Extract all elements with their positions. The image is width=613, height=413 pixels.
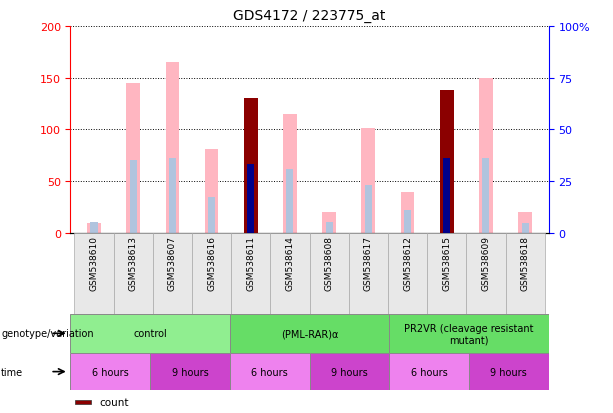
Text: GSM538614: GSM538614 <box>286 236 294 290</box>
Bar <box>479 78 493 233</box>
Bar <box>270 233 310 314</box>
Bar <box>283 114 297 233</box>
Bar <box>443 159 451 233</box>
Text: time: time <box>1 367 23 377</box>
Bar <box>389 353 469 390</box>
Bar <box>192 233 231 314</box>
Bar <box>244 99 257 233</box>
Bar <box>522 223 528 233</box>
Bar <box>365 186 372 233</box>
Bar <box>70 353 150 390</box>
Bar <box>169 159 176 233</box>
Bar <box>518 213 532 233</box>
Text: GSM538616: GSM538616 <box>207 236 216 291</box>
Bar <box>427 233 466 314</box>
Text: GSM538610: GSM538610 <box>89 236 99 291</box>
Bar <box>349 233 388 314</box>
Bar <box>150 353 230 390</box>
Text: GSM538607: GSM538607 <box>168 236 177 291</box>
Bar <box>230 353 310 390</box>
Bar <box>443 159 451 233</box>
Bar <box>75 401 91 404</box>
Bar <box>322 213 336 233</box>
Text: GSM538608: GSM538608 <box>325 236 333 291</box>
Bar <box>440 91 454 233</box>
Text: GSM538617: GSM538617 <box>364 236 373 291</box>
Text: GSM538612: GSM538612 <box>403 236 412 290</box>
Text: count: count <box>99 397 129 407</box>
Bar <box>404 211 411 233</box>
Text: PR2VR (cleavage resistant
mutant): PR2VR (cleavage resistant mutant) <box>404 323 534 344</box>
Bar <box>286 169 294 233</box>
Bar <box>482 159 489 233</box>
Bar <box>326 222 333 233</box>
Bar <box>231 233 270 314</box>
Bar <box>230 314 389 353</box>
Bar <box>153 233 192 314</box>
Bar <box>389 314 549 353</box>
Bar <box>166 63 179 233</box>
Text: 9 hours: 9 hours <box>490 367 527 377</box>
Bar <box>401 192 414 233</box>
Bar <box>126 83 140 233</box>
Text: GSM538615: GSM538615 <box>442 236 451 291</box>
Text: 6 hours: 6 hours <box>92 367 129 377</box>
Bar <box>469 353 549 390</box>
Bar <box>70 314 230 353</box>
Text: GSM538618: GSM538618 <box>520 236 530 291</box>
Text: 6 hours: 6 hours <box>251 367 288 377</box>
Bar <box>87 223 101 233</box>
Bar <box>113 233 153 314</box>
Text: control: control <box>133 328 167 339</box>
Text: GSM538613: GSM538613 <box>129 236 138 291</box>
Bar <box>74 233 113 314</box>
Text: GSM538609: GSM538609 <box>481 236 490 291</box>
Bar <box>310 233 349 314</box>
Bar <box>208 197 215 233</box>
Bar <box>247 164 254 233</box>
Bar <box>362 129 375 233</box>
Bar <box>130 161 137 233</box>
Text: genotype/variation: genotype/variation <box>1 328 94 339</box>
Bar <box>91 222 97 233</box>
Text: GSM538611: GSM538611 <box>246 236 255 291</box>
Bar <box>388 233 427 314</box>
Bar <box>466 233 506 314</box>
Bar <box>205 150 218 233</box>
Bar <box>506 233 545 314</box>
Text: 6 hours: 6 hours <box>411 367 447 377</box>
Text: (PML-RAR)α: (PML-RAR)α <box>281 328 338 339</box>
Text: 9 hours: 9 hours <box>331 367 368 377</box>
Title: GDS4172 / 223775_at: GDS4172 / 223775_at <box>234 9 386 23</box>
Bar <box>310 353 389 390</box>
Text: 9 hours: 9 hours <box>172 367 208 377</box>
